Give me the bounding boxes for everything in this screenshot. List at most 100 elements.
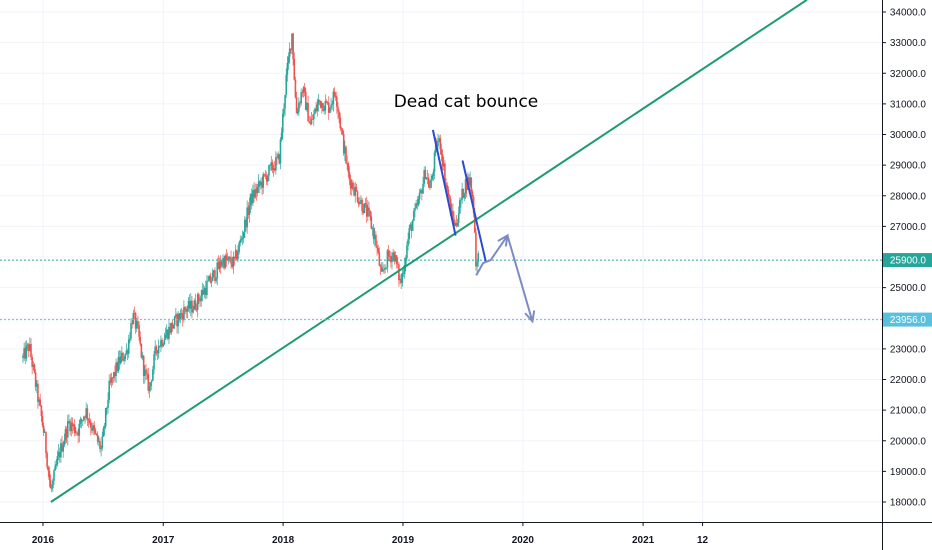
candle-body [272,168,275,171]
candle-body [340,128,343,130]
candle [88,412,91,425]
candle-body [221,264,223,267]
candle [142,354,145,384]
candle-body [188,300,191,309]
candle [126,348,129,361]
candle-body [250,193,253,204]
candle-body [271,162,274,171]
candle-body [293,59,296,80]
candle-body [96,435,99,442]
candle-body [103,426,106,429]
candle [38,396,40,407]
candle-body [344,146,346,154]
candle [329,107,331,114]
candle-body [55,464,58,466]
candle-body [106,407,108,409]
candle-body [141,355,144,358]
candle-body [116,362,119,372]
candle-body [104,408,107,427]
candle [327,96,330,121]
candle [141,351,144,361]
candle-body [404,258,407,265]
candle-body [426,177,429,179]
candle-body [234,250,237,259]
candle [179,309,182,324]
candle-body [388,256,391,257]
candle-body [215,278,217,281]
candle [330,97,332,112]
y-tick-label: 20000.0 [890,436,927,447]
candle [242,231,245,244]
candle [359,196,361,207]
price-levels [0,259,882,321]
candle-body [444,163,446,184]
support-trendline[interactable] [50,0,808,503]
candle-body [50,487,53,489]
candle [50,484,53,493]
candle-body [52,480,54,488]
candle-body [135,321,138,329]
candle [178,312,181,323]
candle [98,436,100,447]
candle-body [342,134,345,154]
candle-body [87,418,90,421]
time-axis-bg [0,522,932,550]
drawings [431,129,536,324]
candle-body [133,313,136,314]
candle-body [100,447,102,450]
candle-body [447,189,450,198]
candle [272,164,275,177]
candle [365,196,368,223]
candle-body [453,218,455,226]
candle [207,275,209,282]
x-tick-label: 2016 [32,535,55,546]
candle [426,169,429,185]
candle-body [442,163,445,167]
candle [269,164,271,171]
candle [167,328,169,341]
candle-body [194,300,197,310]
candle [427,173,430,189]
x-tick-label: 2019 [392,535,415,546]
candle [158,345,161,348]
candle-body [400,278,402,284]
candle-body [109,380,112,383]
candle-body [63,440,66,446]
candle [65,426,68,444]
candle [224,253,227,270]
candle-body [468,177,470,186]
candle-body [111,377,114,379]
candle-body [280,132,283,140]
candle-body [304,91,307,110]
candle [53,469,55,485]
candle-body [364,203,367,205]
projection-arrow-path[interactable] [475,234,534,322]
drawn-line[interactable] [431,129,457,236]
candle [241,230,244,245]
candle-body [334,95,337,98]
candle [25,340,28,362]
candle-body [258,181,261,186]
candle-body [339,117,342,129]
candle [375,231,377,249]
y-tick-label: 25000.0 [890,283,927,294]
candle-body [410,224,413,231]
candle [342,130,345,156]
candle-body [161,340,163,347]
candle [276,152,278,166]
candle [49,474,52,489]
candle-body [119,356,122,364]
candle-body [24,348,27,359]
candle-body [433,152,436,172]
drawn-line[interactable] [461,160,487,262]
y-tick-label: 33000.0 [890,38,927,49]
candle-body [422,183,424,194]
candle [347,161,350,178]
candle [103,422,106,436]
candle-body [322,103,324,112]
candle-body [415,203,417,209]
candle-body [295,97,298,114]
candle-body [414,208,416,211]
candle [57,444,60,460]
